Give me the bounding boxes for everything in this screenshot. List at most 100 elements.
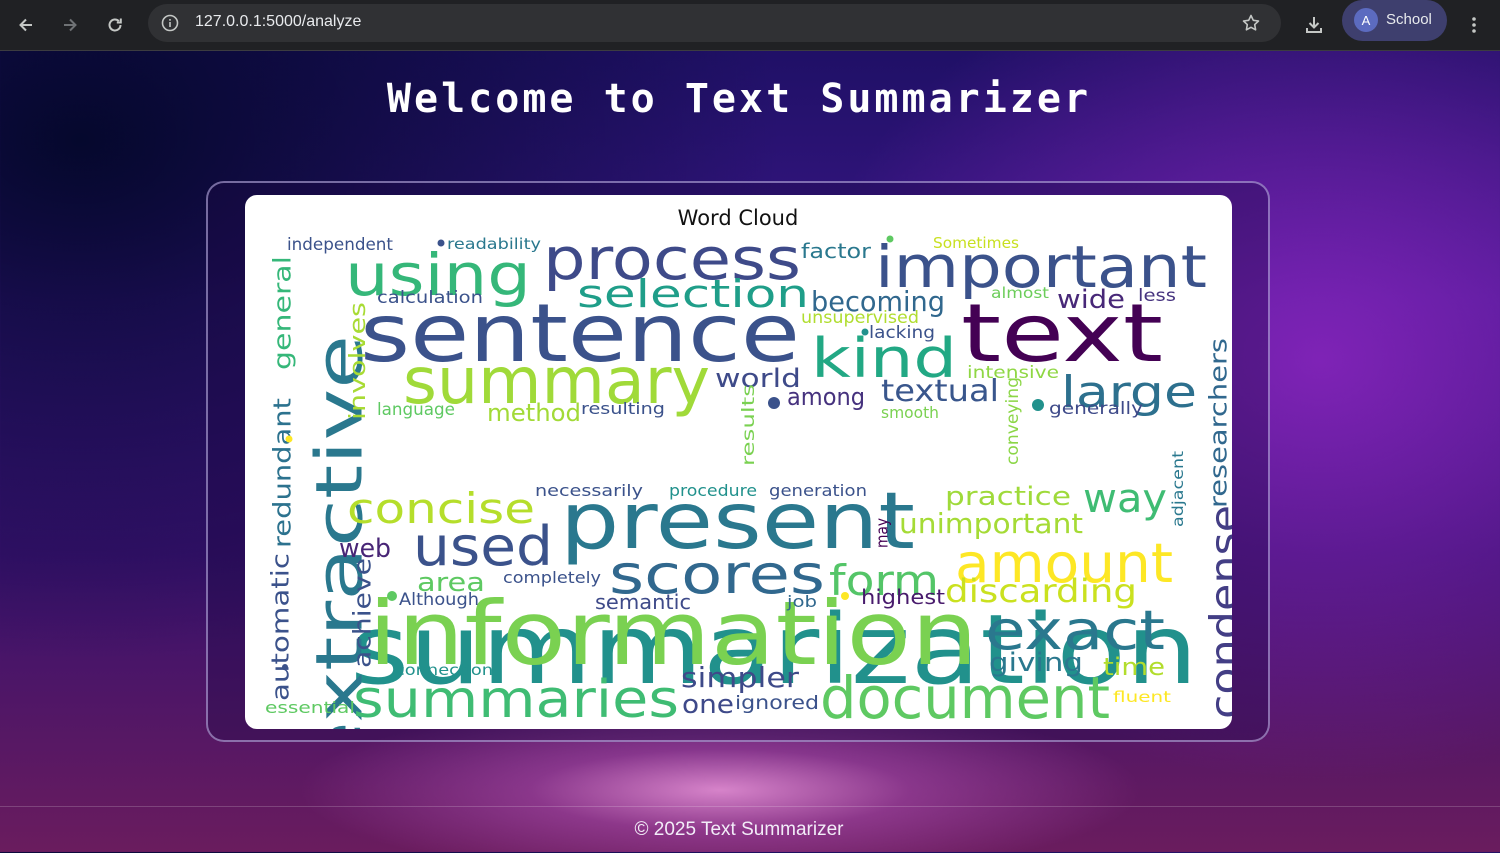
word-cloud-dot	[861, 328, 869, 336]
word-cloud-dot	[282, 664, 288, 670]
word-cloud-word: web	[339, 534, 391, 564]
word-cloud-word: highest	[861, 585, 945, 609]
word-cloud-dot	[841, 592, 849, 600]
word-cloud-word: connection	[395, 661, 493, 679]
word-cloud-word: exact	[985, 599, 1165, 662]
word-cloud-word: completely	[503, 568, 601, 587]
footer-text: © 2025 Text Summarizer	[634, 819, 844, 840]
word-cloud-word: simpler	[681, 661, 800, 694]
word-cloud-word: world	[715, 364, 801, 394]
word-cloud-word: amount	[955, 532, 1173, 595]
word-cloud-word: one	[682, 690, 734, 720]
word-cloud-word: condense	[1202, 505, 1232, 719]
word-cloud-word: sentence	[360, 287, 800, 380]
word-cloud-word: essential	[265, 698, 355, 717]
word-cloud-word: necessarily	[535, 481, 643, 500]
word-cloud-word: redundant	[269, 398, 297, 548]
word-cloud-title: Word Cloud	[678, 206, 799, 230]
word-cloud-word: intensive	[967, 363, 1059, 383]
word-cloud-word: job	[786, 592, 817, 611]
word-cloud-word: involves	[346, 302, 371, 420]
word-cloud-word: using	[345, 241, 531, 309]
word-cloud-word: general	[269, 256, 297, 370]
word-cloud-word: kind	[811, 327, 957, 390]
word-cloud-word: lacking	[869, 323, 935, 343]
word-cloud-dot	[437, 239, 445, 247]
forward-button[interactable]	[54, 9, 86, 41]
word-cloud-word: time	[1103, 653, 1165, 681]
word-cloud-word: language	[377, 400, 455, 420]
word-cloud-word: summaries	[353, 670, 679, 729]
page-title: Welcome to Text Summarizer	[386, 76, 1092, 122]
browser-menu-button[interactable]	[1458, 9, 1490, 41]
word-cloud-word: Sometimes	[933, 234, 1019, 252]
word-cloud-word: results	[739, 384, 759, 466]
word-cloud-dot	[886, 235, 894, 243]
word-cloud-word: adjacent	[1169, 451, 1187, 527]
forward-arrow-icon	[64, 18, 77, 32]
word-cloud-word: extractive	[304, 335, 378, 729]
word-cloud-word: factor	[801, 239, 872, 263]
reload-button[interactable]	[99, 9, 131, 41]
avatar: A	[1354, 8, 1378, 32]
word-cloud-word: summarization	[350, 594, 1198, 706]
bookmark-star-icon[interactable]	[1241, 13, 1261, 33]
word-cloud-dot	[1032, 399, 1044, 411]
word-cloud-word: Although	[399, 590, 479, 610]
address-bar[interactable]: 127.0.0.1:5000/analyze	[148, 4, 1281, 42]
word-cloud-word: summary	[403, 345, 710, 419]
url-text[interactable]: 127.0.0.1:5000/analyze	[195, 13, 362, 30]
word-cloud-word: calculation	[377, 288, 483, 308]
word-cloud-word: automatic	[267, 553, 295, 701]
word-cloud-word: method	[487, 399, 581, 427]
word-cloud-word: giving	[989, 648, 1083, 678]
word-cloud-word: area	[417, 568, 485, 598]
word-cloud-word: achieve	[349, 558, 377, 668]
word-cloud-word: researchers	[1205, 338, 1232, 508]
word-cloud-word: fluent	[1113, 688, 1171, 706]
word-cloud-word: resulting	[581, 399, 665, 418]
word-cloud-word: almost	[991, 284, 1049, 302]
word-cloud-word: procedure	[669, 481, 757, 500]
word-cloud-word: less	[1138, 286, 1176, 306]
word-cloud-word: process	[543, 225, 801, 293]
word-cloud-word: independent	[287, 235, 393, 255]
word-cloud-word: selection	[577, 272, 809, 316]
word-cloud-word: unimportant	[899, 507, 1083, 540]
download-icon	[1306, 17, 1322, 33]
word-cloud-word: large	[1061, 367, 1197, 418]
word-cloud-word: document	[820, 664, 1110, 729]
reload-icon	[108, 18, 122, 32]
word-cloud-word: wide	[1057, 285, 1125, 315]
word-cloud-word: readability	[447, 235, 541, 253]
footer: © 2025 Text Summarizer	[0, 806, 1500, 853]
word-cloud-word: discarding	[945, 572, 1137, 610]
word-cloud-word: generation	[769, 481, 867, 500]
site-info-icon[interactable]	[160, 13, 180, 33]
word-cloud-word: used	[413, 515, 553, 578]
word-cloud-card: Word Cloud summarization information sente…	[245, 195, 1232, 729]
word-cloud-word: practice	[945, 482, 1071, 512]
profile-button[interactable]: A School	[1342, 0, 1447, 41]
browser-toolbar: 127.0.0.1:5000/analyze A School	[0, 0, 1500, 51]
word-cloud-word: conveying	[1003, 377, 1023, 465]
word-cloud-word: becoming	[811, 285, 945, 318]
more-vertical-icon	[1472, 17, 1476, 33]
word-cloud-word: way	[1083, 476, 1167, 522]
downloads-button[interactable]	[1298, 9, 1330, 41]
word-cloud-word: semantic	[595, 590, 691, 614]
word-cloud-word: present	[560, 477, 915, 567]
word-cloud-word: textual	[881, 374, 999, 409]
word-cloud-word: text	[961, 287, 1163, 380]
word-cloud-word: scores	[609, 543, 825, 606]
word-cloud-word: smooth	[881, 403, 939, 422]
word-cloud-dot	[768, 397, 780, 409]
word-cloud-word: information	[368, 582, 978, 685]
word-cloud-word: may	[872, 518, 891, 548]
back-button[interactable]	[10, 9, 42, 41]
word-cloud-word: concise	[347, 484, 535, 533]
word-cloud-dot	[387, 591, 397, 601]
word-cloud-word: important	[875, 233, 1207, 301]
profile-name: School	[1386, 11, 1432, 28]
